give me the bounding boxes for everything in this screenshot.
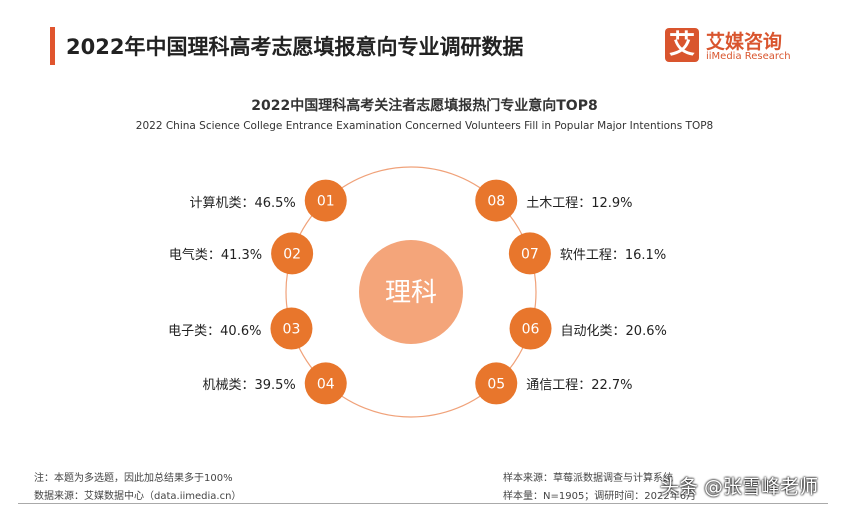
logo-icon: 艾 (665, 28, 699, 62)
page-title: 2022年中国理科高考志愿填报意向专业调研数据 (66, 35, 524, 59)
rank-node (508, 232, 551, 275)
item-label: 通信工程：22.7% (526, 378, 633, 394)
item-label: 自动化类：20.6% (560, 323, 667, 339)
logo-subtext: iiMedia Research (706, 51, 791, 62)
center-label: 理科 (385, 278, 437, 308)
chart-title: 2022中国理科高考关注者志愿填报热门专业意向TOP8 (251, 98, 598, 114)
rank-number: 04 (317, 376, 335, 392)
rank-node (304, 179, 347, 222)
item-label: 电子类：40.6% (168, 323, 262, 339)
ring (285, 166, 537, 418)
rank-node (475, 362, 518, 405)
rank-node (509, 307, 552, 350)
item-label: 软件工程：16.1% (559, 248, 667, 264)
sample-source: 样本来源：草莓派数据调查与计算系统 (503, 473, 673, 484)
rank-number: 05 (487, 376, 505, 392)
footnote: 注：本题为多选题，因此加总结果多于100% (34, 473, 233, 484)
item-label: 机械类：39.5% (202, 378, 296, 394)
item-label: 土木工程：12.9% (526, 195, 633, 211)
data-source: 数据来源：艾媒数据中心（data.iimedia.cn） (34, 491, 242, 502)
rank-number: 06 (522, 322, 540, 338)
rank-number: 08 (487, 194, 505, 210)
item-label: 电气类：41.3% (168, 248, 263, 264)
rank-number: 07 (521, 246, 539, 262)
rank-number: 02 (283, 246, 301, 262)
item-label: 计算机类：46.5% (189, 195, 296, 211)
rank-node (304, 362, 347, 405)
logo-text: 艾媒咨询 (706, 31, 783, 53)
sample-size: 样本量：N=1905；调研时间：2022年6月 (503, 491, 697, 502)
watermark: 头条 @张雪峰老师 (660, 476, 819, 498)
chart-subtitle: 2022 China Science College Entrance Exam… (135, 120, 714, 132)
footer-divider (18, 503, 828, 504)
rank-number: 03 (283, 322, 301, 338)
center-circle (359, 240, 463, 344)
rank-node (270, 307, 313, 350)
rank-node (271, 232, 314, 275)
rank-number: 01 (317, 194, 335, 210)
rank-node (475, 179, 518, 222)
title-accent-bar (50, 27, 55, 65)
